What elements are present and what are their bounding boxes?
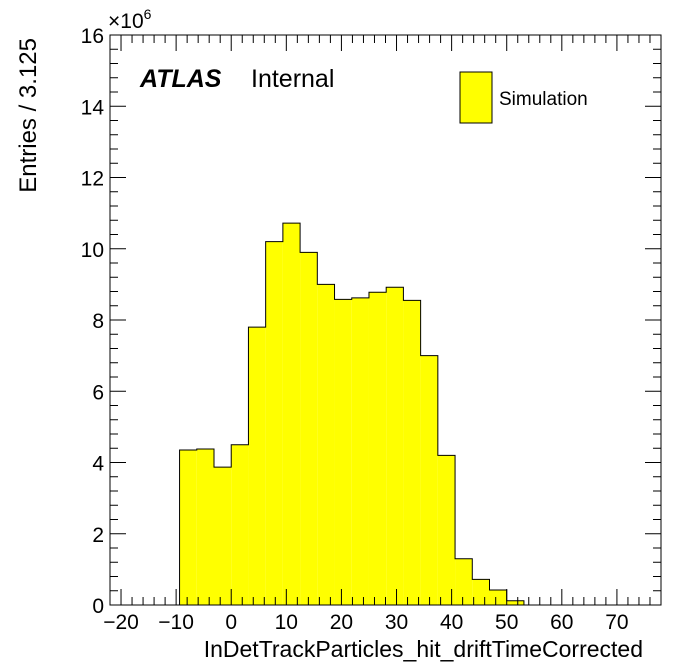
histogram-bar	[300, 252, 318, 605]
atlas-status-label: Internal	[251, 65, 334, 93]
histogram-bar	[214, 467, 232, 605]
histogram-bar	[317, 284, 335, 605]
histogram-bar	[472, 579, 490, 605]
histogram-bar	[231, 444, 249, 605]
histogram-bar	[265, 241, 283, 605]
histogram-bar	[368, 292, 387, 605]
y-tick-label: 16	[81, 25, 104, 48]
histogram-bar	[455, 558, 473, 605]
y-tick-label: 0	[92, 595, 104, 618]
legend-swatch-simulation	[459, 71, 493, 124]
axis-ticks	[109, 34, 662, 606]
x-tick-labels: −20 −10 0 10 20 30 40 50 60 70	[103, 611, 628, 634]
y-tick-labels: 0 2 4 6 8 10 12 14 16	[81, 25, 105, 618]
y-axis-multiplier-exponent: 6	[144, 6, 152, 22]
histogram-bar	[334, 299, 352, 605]
plot-frame	[109, 34, 662, 606]
legend-label-simulation: Simulation	[499, 89, 588, 110]
x-tick-label: 70	[605, 611, 628, 634]
histogram-bar	[386, 287, 404, 605]
x-tick-label: 50	[495, 611, 518, 634]
x-tick-label: 60	[550, 611, 573, 634]
y-tick-label: 8	[92, 310, 104, 333]
x-tick-label: 40	[440, 611, 463, 634]
y-tick-label: 14	[81, 96, 105, 119]
histogram-outline	[179, 222, 525, 605]
histogram-bars	[179, 222, 525, 605]
x-tick-label: 0	[225, 611, 237, 634]
x-axis-title: InDetTrackParticles_hit_driftTimeCorrect…	[204, 636, 643, 662]
histogram-bar	[403, 300, 421, 605]
legend: Simulation	[459, 71, 588, 124]
histogram-bar	[506, 600, 524, 605]
y-tick-label: 6	[92, 381, 104, 404]
histogram-bar	[351, 297, 369, 605]
x-tick-label: −10	[158, 611, 194, 634]
x-tick-label: −20	[103, 611, 139, 634]
y-axis-multiplier: ×106	[108, 6, 152, 33]
histogram-bar	[282, 223, 301, 605]
histogram-bar	[489, 590, 507, 605]
y-tick-label: 2	[92, 524, 104, 547]
y-axis-multiplier-base: ×10	[108, 10, 144, 33]
y-tick-label: 4	[92, 453, 104, 476]
atlas-label: ATLAS	[139, 65, 222, 93]
x-tick-label: 20	[330, 611, 353, 634]
histogram-bar	[248, 327, 266, 605]
x-tick-label: 10	[275, 611, 298, 634]
y-axis-title: Entries / 3.125	[15, 38, 42, 193]
y-tick-label: 10	[81, 239, 104, 262]
histogram-bar	[196, 448, 215, 605]
histogram-bar	[437, 455, 456, 605]
x-tick-label: 30	[385, 611, 408, 634]
histogram-bar	[179, 450, 197, 605]
y-tick-label: 12	[81, 168, 104, 191]
histogram-bar	[420, 355, 438, 605]
